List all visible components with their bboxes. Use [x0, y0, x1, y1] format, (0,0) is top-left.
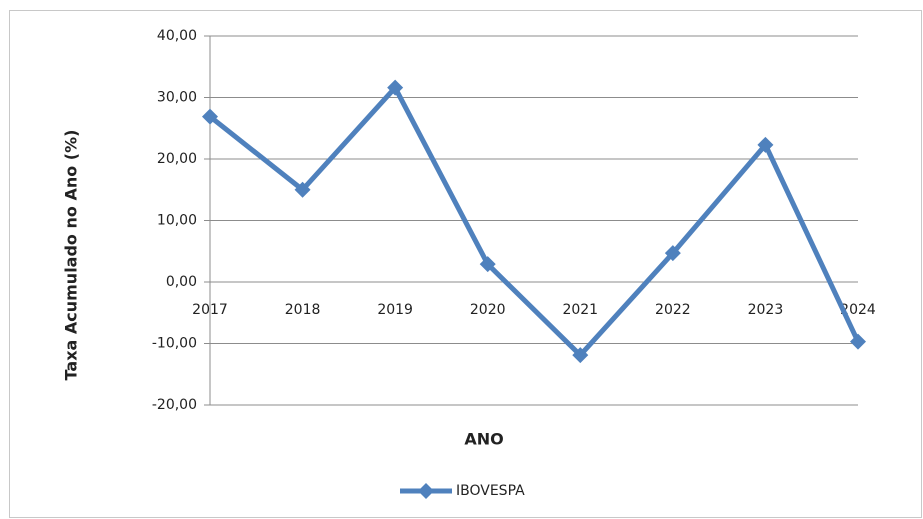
point-marker — [479, 256, 496, 273]
point-marker — [387, 79, 404, 96]
x-tick-label: 2017 — [192, 302, 228, 318]
y-tick-label: 10,00 — [157, 213, 197, 229]
y-tick-label: -20,00 — [152, 397, 197, 413]
point-marker — [664, 245, 681, 262]
point-marker — [572, 347, 589, 364]
x-tick-label: 2021 — [562, 302, 598, 318]
x-tick-label: 2020 — [470, 302, 506, 318]
y-tick-label: 20,00 — [157, 151, 197, 167]
point-marker — [202, 108, 218, 125]
x-tick-label: 2019 — [377, 302, 413, 318]
x-tick-label: 2023 — [748, 302, 784, 318]
legend-marker — [418, 483, 434, 499]
series-line — [208, 85, 861, 358]
y-tick-label: -10,00 — [152, 336, 197, 352]
x-tick-label: 2018 — [285, 302, 321, 318]
y-axis-title: Taxa Acumulado no Ano (%) — [62, 130, 81, 381]
x-tick-label: 2022 — [655, 302, 691, 318]
point-marker — [850, 333, 866, 350]
point-marker — [294, 181, 311, 198]
x-axis-title: ANO — [464, 430, 503, 449]
x-tick-label: 2024 — [840, 302, 876, 318]
y-tick-label: 30,00 — [157, 90, 197, 106]
y-tick-label: 40,00 — [157, 28, 197, 44]
point-marker — [757, 136, 774, 153]
chart-frame — [9, 10, 922, 518]
legend-label: IBOVESPA — [456, 483, 525, 499]
y-tick-label: 0,00 — [166, 274, 197, 290]
